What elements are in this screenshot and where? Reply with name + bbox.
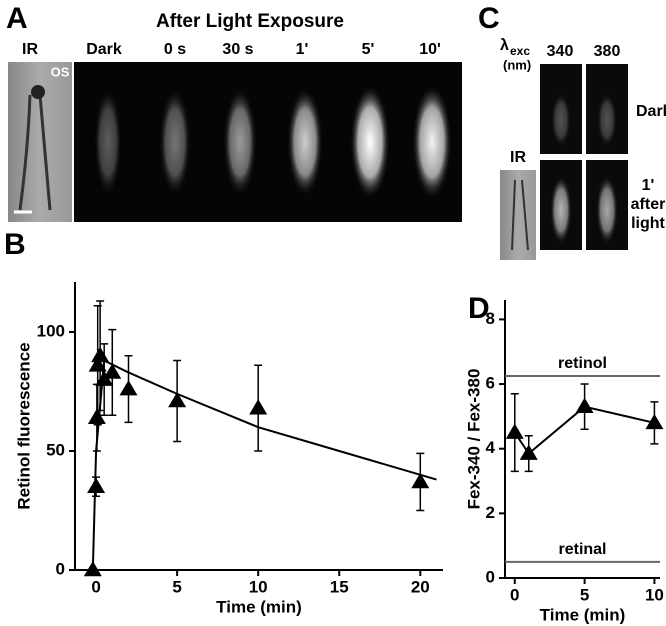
panel-letter: D	[468, 292, 490, 325]
x-tick-label: 10	[249, 577, 268, 596]
col-label: 380	[594, 43, 621, 60]
x-tick-label: 0	[510, 585, 519, 604]
os-label: OS	[51, 64, 70, 79]
image-label: 1'	[296, 41, 309, 58]
x-tick-label: 15	[330, 577, 349, 596]
c-ir-image	[500, 170, 536, 260]
y-tick-label: 4	[486, 438, 496, 457]
cell	[350, 84, 390, 200]
fluor-strip	[74, 62, 462, 222]
y-tick-label: 6	[486, 374, 495, 393]
panel-letter: A	[6, 2, 28, 35]
reference-label: retinal	[558, 541, 606, 558]
y-tick-label: 2	[486, 503, 495, 522]
x-tick-label: 20	[411, 577, 430, 596]
cell	[223, 87, 257, 197]
marker	[103, 363, 122, 379]
x-axis-label: Time (min)	[216, 597, 302, 616]
cell	[412, 84, 452, 200]
y-tick-label: 0	[486, 567, 495, 586]
ir-cell	[511, 179, 529, 251]
image-label: IR	[22, 41, 38, 58]
row-label: light	[631, 215, 665, 232]
image-label: 10'	[419, 41, 441, 58]
cell	[551, 92, 571, 148]
row-label: after	[631, 196, 666, 213]
cell	[550, 175, 572, 245]
panel-title: After Light Exposure	[156, 11, 344, 32]
reference-label: retinol	[558, 355, 607, 372]
line	[91, 359, 437, 571]
cell	[287, 87, 323, 197]
lambda-sub: exc	[510, 44, 530, 58]
cell	[94, 87, 122, 197]
x-tick-label: 5	[172, 577, 181, 596]
col-label: 340	[547, 43, 574, 60]
ir-os	[31, 85, 45, 99]
image-label: 5'	[362, 41, 375, 58]
fluor-cells	[94, 84, 452, 200]
row-label: Dark	[636, 103, 666, 120]
marker	[575, 397, 594, 413]
marker	[119, 380, 138, 396]
marker	[87, 408, 106, 424]
x-tick-label: 0	[91, 577, 100, 596]
marker	[91, 346, 110, 363]
ir-cell	[18, 94, 52, 211]
lambda: λ	[500, 37, 509, 54]
panel-letter: B	[4, 228, 26, 261]
y-tick-label: 8	[486, 309, 495, 328]
cell	[597, 92, 617, 148]
image-label: Dark	[86, 41, 122, 58]
marker	[505, 423, 524, 439]
y-axis-label: Fex-340 / Fex-380	[464, 369, 483, 510]
marker	[88, 356, 107, 372]
y-tick-label: 50	[46, 440, 65, 459]
cell	[159, 87, 191, 197]
marker	[645, 413, 664, 430]
y-tick-label: 100	[37, 321, 65, 340]
x-tick-label: 5	[580, 585, 589, 604]
marker	[519, 444, 538, 460]
cell	[596, 175, 618, 245]
image-label: 0 s	[164, 41, 186, 58]
panel-letter: C	[478, 2, 500, 35]
x-axis-label: Time (min)	[540, 605, 626, 624]
y-tick-label: 0	[56, 559, 65, 578]
marker	[411, 472, 430, 489]
line	[513, 405, 655, 456]
marker	[249, 399, 268, 415]
ir-label: IR	[510, 149, 526, 166]
marker	[168, 392, 187, 408]
image-label: 30 s	[222, 41, 253, 58]
x-tick-label: 10	[645, 585, 664, 604]
row-label: 1'	[642, 177, 655, 194]
y-axis-label: Retinol fluorescence	[14, 342, 33, 509]
nm-label: (nm)	[503, 57, 531, 72]
